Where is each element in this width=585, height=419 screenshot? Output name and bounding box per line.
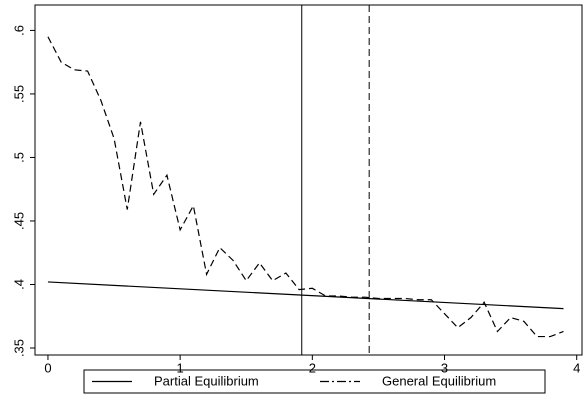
y-tick-label: .45: [11, 212, 26, 230]
legend-box: [83, 369, 546, 394]
y-tick-label: .4: [11, 279, 26, 290]
legend-label: General Equilibrium: [382, 373, 496, 388]
x-tick-label: 3: [441, 360, 448, 375]
legend-label: Partial Equilibrium: [154, 373, 259, 388]
y-tick-label: .55: [11, 85, 26, 103]
y-tick-label: .35: [11, 339, 26, 357]
plot-frame: [34, 4, 583, 356]
x-tick-label: 2: [309, 360, 316, 375]
series-line: [47, 36, 564, 338]
series-line: [47, 281, 564, 310]
x-tick-label: 0: [44, 360, 51, 375]
y-tick-label: .5: [11, 152, 26, 163]
x-tick-label: 1: [177, 360, 184, 375]
y-tick-label: .6: [11, 25, 26, 36]
x-tick-label: 4: [573, 360, 580, 375]
